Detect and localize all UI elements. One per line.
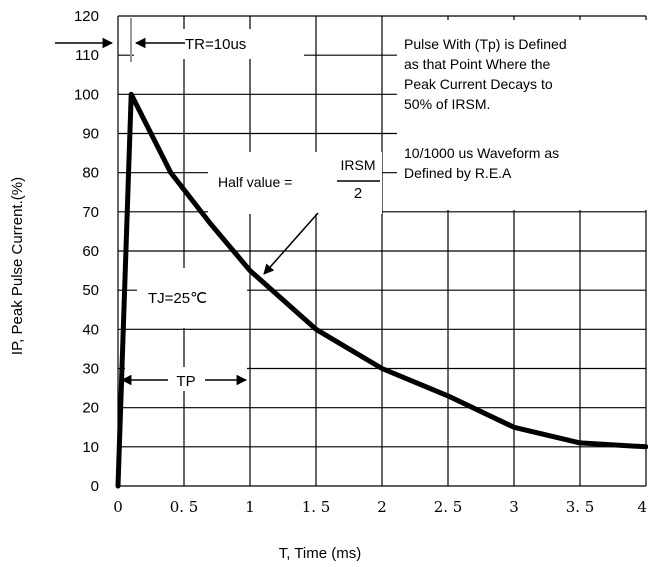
- tj-box: [137, 268, 247, 328]
- y-tick-label: 20: [82, 400, 99, 417]
- x-tick-label: 1: [245, 498, 255, 516]
- half-value-denominator: 2: [354, 185, 362, 202]
- x-tick-label: 3. 5: [566, 498, 595, 516]
- note-line: Pulse With (Tp) is Defined: [404, 36, 567, 52]
- tp-box: [125, 367, 247, 391]
- x-tick-labels: 0 0. 5 1 1. 5 2 2. 5 3 3. 5 4: [113, 498, 647, 516]
- note-line: Peak Current Decays to: [404, 76, 553, 92]
- y-tick-label: 110: [75, 47, 99, 64]
- half-value-arrow: [263, 212, 319, 275]
- x-axis-label: T, Time (ms): [279, 545, 362, 562]
- note-line: Defined by R.E.A: [404, 165, 512, 181]
- y-tick-label: 100: [74, 86, 99, 103]
- x-tick-label: 2. 5: [434, 498, 463, 516]
- y-tick-label: 0: [91, 478, 99, 495]
- series-line: [115, 91, 648, 489]
- y-tick-label: 90: [82, 126, 99, 143]
- x-tick-label: 3: [509, 498, 519, 516]
- tj-label: TJ=25℃: [148, 290, 207, 307]
- x-tick-label: 2: [377, 498, 387, 516]
- half-value-numerator: IRSM: [341, 157, 376, 173]
- half-value-box: [208, 152, 382, 214]
- tr-box: [134, 29, 304, 59]
- x-tick-label: 1. 5: [302, 498, 331, 516]
- note-line: 10/1000 us Waveform as: [404, 145, 559, 161]
- y-tick-label: 120: [74, 8, 99, 25]
- note-line: 50% of IRSM.: [404, 96, 490, 112]
- y-tick-label: 70: [82, 204, 99, 221]
- y-tick-label: 80: [82, 165, 99, 182]
- tp-label: TP: [176, 373, 195, 390]
- half-value-label: Half value =: [218, 174, 292, 190]
- x-tick-label: 0. 5: [170, 498, 199, 516]
- y-tick-label: 10: [82, 439, 99, 456]
- y-tick-labels: 0 10 20 30 40 50 60 70 80 90 100 110 120: [74, 8, 99, 495]
- note-box: [397, 20, 648, 210]
- y-tick-label: 60: [82, 243, 99, 260]
- y-axis-label: IP, Peak Pulse Current.(%): [9, 177, 26, 355]
- y-tick-label: 40: [82, 321, 99, 338]
- note-line: as that Point Where the: [404, 56, 551, 72]
- y-tick-label: 30: [82, 361, 99, 378]
- x-tick-label: 4: [637, 498, 647, 516]
- x-tick-label: 0: [113, 498, 123, 516]
- y-tick-label: 50: [82, 282, 99, 299]
- series-layer: [115, 91, 648, 489]
- tr-label: TR=10us: [185, 36, 246, 53]
- note-text: Pulse With (Tp) is Defined as that Point…: [404, 36, 567, 181]
